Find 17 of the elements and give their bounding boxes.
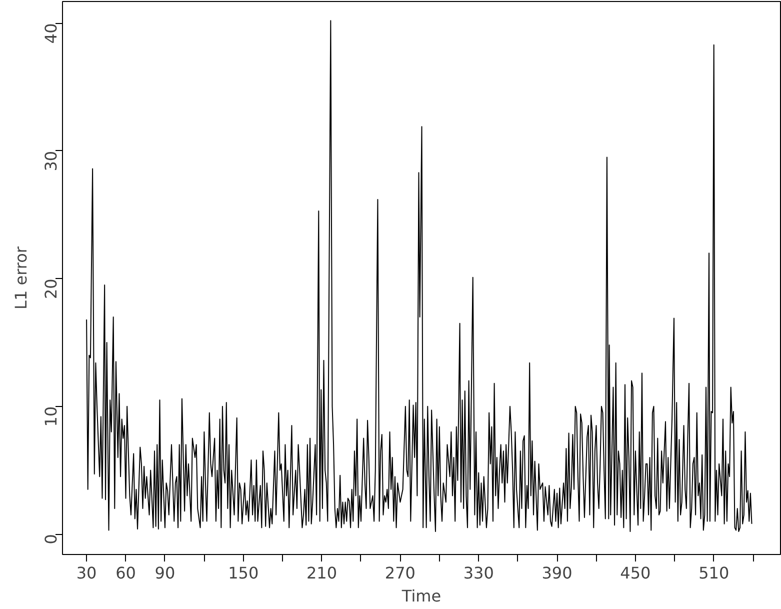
y-tick-label: 40 [42,23,60,44]
x-tick-label: 270 [384,564,416,582]
x-tick-label: 210 [306,564,338,582]
x-tick-label: 330 [463,564,494,582]
x-tick-label: 150 [228,564,259,582]
y-tick-label: 20 [42,278,60,299]
y-axis-title: L1 error [12,246,30,310]
x-tick-label: 30 [76,564,97,582]
y-tick-label: 0 [42,534,60,544]
x-axis-title: Time [400,586,442,606]
x-tick-label: 90 [154,564,176,582]
y-tick-label: 30 [42,150,60,172]
x-tick-label: 450 [620,564,651,582]
x-tick-label: 60 [116,564,136,582]
x-tick-label: 390 [542,564,572,582]
y-tick-label: 10 [42,406,60,427]
x-tick-label: 510 [698,564,730,582]
